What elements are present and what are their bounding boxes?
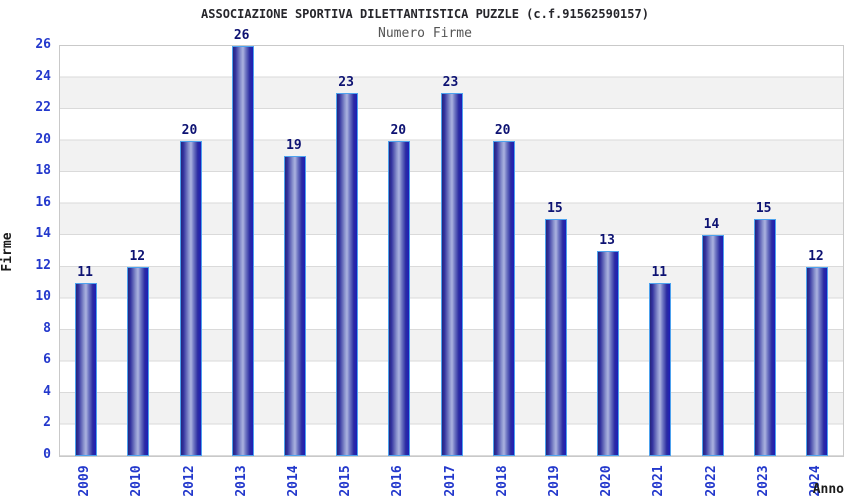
bar [127,266,150,456]
bar-value-label: 20 [494,122,511,138]
bar [179,140,202,456]
y-tick-label: 26 [35,37,51,52]
y-tick-label: 0 [43,447,51,462]
bar-value-label: 23 [338,75,354,91]
y-tick-label: 12 [35,257,51,273]
y-axis-title: Firme [0,232,15,272]
bar [649,282,672,456]
y-tick-label: 8 [43,320,51,336]
bar-value-label: 14 [703,217,720,233]
x-tick-label: 2017 [442,465,458,497]
x-tick-label: 2010 [129,465,145,497]
chart-subtitle: Numero Firme [378,26,472,41]
bar-value-label: 26 [233,28,250,43]
bar [283,156,306,456]
bar-value-label: 11 [77,264,93,280]
bar [336,93,359,456]
bar-value-label: 12 [129,248,146,264]
y-tick-label: 2 [43,415,51,431]
y-tick-label: 10 [35,289,51,305]
y-tick-label: 4 [43,383,51,399]
x-tick-label: 2018 [494,465,510,497]
y-tick-label: 14 [35,226,51,242]
bar [753,219,776,456]
bar [231,46,254,456]
y-tick-label: 18 [35,163,51,179]
bar-value-label: 12 [808,248,824,264]
bar [492,140,515,456]
bar [597,251,620,456]
y-tick-label: 6 [43,352,51,368]
bar-value-label: 20 [181,122,198,138]
x-tick-label: 2015 [338,465,354,497]
bar-value-label: 23 [442,75,459,91]
x-axis-title: Anno [812,482,844,497]
x-tick-label: 2012 [181,465,197,497]
bar-value-label: 11 [651,264,668,280]
y-tick-label: 16 [35,194,51,210]
y-tick-label: 24 [35,68,51,84]
bar-value-label: 13 [599,233,615,248]
x-tick-label: 2022 [703,465,719,497]
bar [388,140,411,456]
bar-value-label: 15 [755,201,772,217]
x-tick-label: 2019 [546,465,562,497]
x-tick-label: 2023 [755,465,771,497]
y-tick-label: 20 [35,131,51,147]
bar-value-label: 19 [286,138,302,154]
chart-title: ASSOCIAZIONE SPORTIVA DILETTANTISTICA PU… [201,7,649,21]
x-tick-label: 2009 [77,465,93,497]
plot-area [59,45,844,457]
bar [701,235,724,456]
bar [75,282,98,456]
bar-value-label: 20 [390,122,407,138]
x-tick-label: 2016 [390,465,406,497]
x-tick-label: 2013 [233,465,249,497]
x-tick-label: 2021 [651,465,667,497]
x-tick-label: 2020 [599,465,615,497]
bar [805,266,828,456]
bar [544,219,567,456]
bar-value-label: 15 [547,201,563,217]
bar [440,93,463,456]
y-tick-label: 22 [35,100,51,116]
x-tick-label: 2014 [285,465,301,497]
